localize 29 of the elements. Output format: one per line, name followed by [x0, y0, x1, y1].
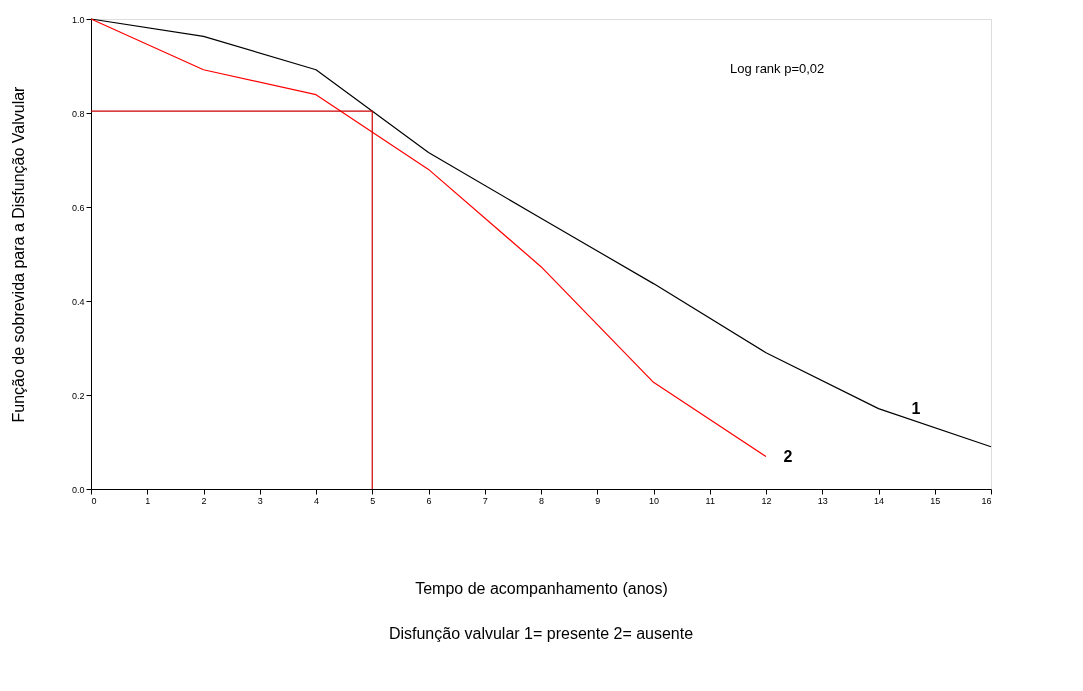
y-tick-label: 0.0	[71, 484, 85, 495]
y-axis-title: Função de sobrevida para a Disfunção Valvular	[9, 85, 27, 423]
x-tick-label: 14	[873, 495, 885, 506]
x-tick-label: 10	[648, 495, 660, 506]
x-tick-label: 16	[981, 495, 992, 506]
y-tick-label: 1.0	[71, 14, 85, 25]
annotation: Log rank p=0,02	[730, 61, 825, 76]
x-tick-label: 9	[595, 495, 601, 506]
x-tick-label: 8	[538, 495, 545, 506]
x-tick-label: 7	[482, 495, 488, 506]
text: Disfunção valvular 1= presente 2= ausente	[388, 625, 694, 642]
x-tick-label: 6	[426, 495, 432, 506]
x-tick-label: 13	[817, 495, 828, 506]
x-axis-title: Tempo de acompanhamento (anos)	[415, 579, 668, 597]
x-tick-label: 0	[91, 495, 97, 506]
series-label: 1	[911, 399, 921, 417]
x-tick-label: 2	[201, 495, 207, 506]
x-tick-label: 4	[313, 495, 320, 506]
x-tick-label: 11	[705, 495, 715, 506]
x-tick-label: 3	[257, 495, 263, 506]
x-tick-label: 12	[761, 495, 772, 506]
x-tick-label: 5	[370, 495, 376, 506]
y-tick-label: 0.2	[71, 390, 85, 401]
y-tick-label: 0.4	[71, 296, 85, 307]
y-tick-label: 0.8	[71, 108, 85, 119]
y-tick-label: 0.6	[71, 202, 85, 213]
series-label: 2	[783, 447, 793, 465]
x-tick-label: 1	[145, 495, 151, 506]
x-tick-label: 15	[930, 495, 941, 506]
